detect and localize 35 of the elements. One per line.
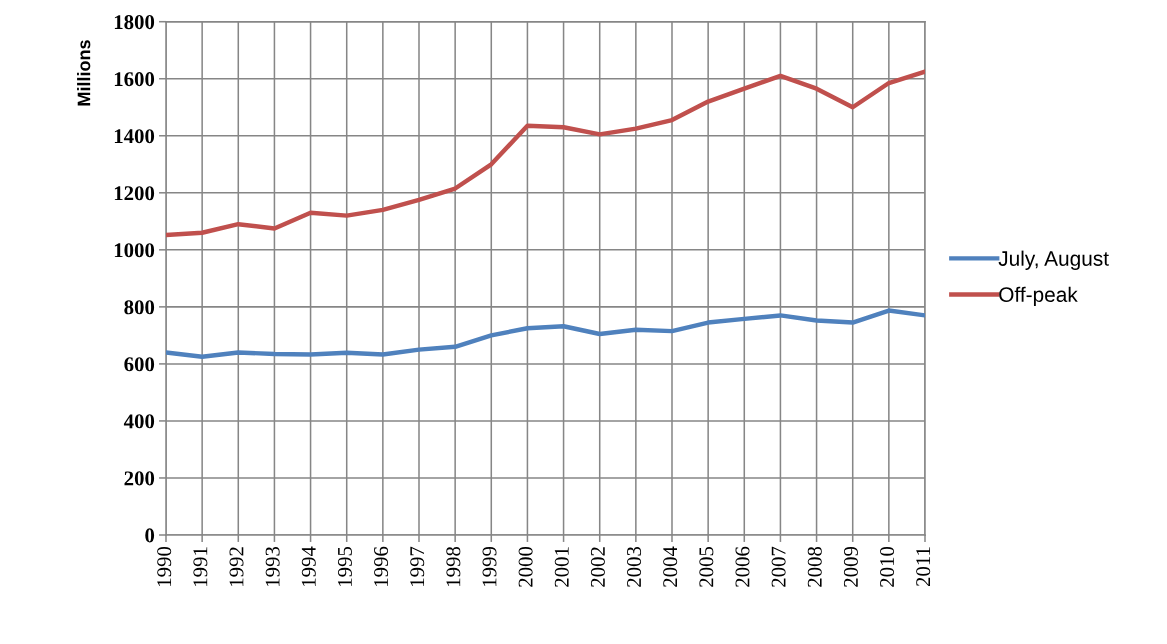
- x-tick-label: 2009: [843, 546, 858, 587]
- y-tick-label: 1000: [114, 243, 155, 258]
- x-tick-label: 2008: [807, 546, 822, 587]
- x-tick-label: 2011: [916, 547, 931, 587]
- legend-label: Off-peak: [999, 286, 1078, 307]
- x-tick-label: 1997: [410, 546, 425, 586]
- x-tick-label: 1996: [374, 546, 389, 586]
- y-tick-label: 1200: [114, 186, 155, 201]
- y-tick-label: 1600: [114, 72, 155, 87]
- legend-label: July, August: [998, 250, 1109, 271]
- y-tick-label: 600: [124, 357, 155, 372]
- x-tick-label: 1999: [482, 546, 497, 586]
- x-tick-label: 1992: [229, 547, 244, 586]
- x-tick-label: 1995: [337, 546, 352, 586]
- y-axis-title: Millions: [77, 40, 91, 106]
- x-tick-label: 2003: [627, 546, 642, 587]
- x-tick-label: 1990: [157, 546, 172, 586]
- x-tick-label: 1991: [193, 547, 208, 586]
- y-tick-label: 0: [145, 528, 155, 543]
- x-tick-label: 1998: [446, 546, 461, 586]
- x-tick-label: 2006: [735, 546, 750, 587]
- x-tick-label: 2002: [590, 547, 605, 587]
- x-tick-label: 2007: [771, 546, 786, 587]
- x-tick-label: 2004: [663, 546, 678, 587]
- y-tick-label: 800: [124, 300, 155, 315]
- x-tick-label: 2010: [880, 546, 895, 587]
- y-tick-label: 400: [123, 414, 155, 429]
- x-tick-label: 1994: [301, 546, 316, 586]
- x-tick-label: 2005: [699, 546, 714, 587]
- y-tick-label: 1800: [114, 15, 155, 30]
- x-tick-label: 2000: [518, 546, 533, 587]
- y-tick-label: 200: [124, 471, 155, 486]
- x-tick-label: 1993: [265, 546, 280, 586]
- x-tick-label: 2001: [554, 547, 569, 587]
- y-tick-label: 1400: [114, 129, 155, 144]
